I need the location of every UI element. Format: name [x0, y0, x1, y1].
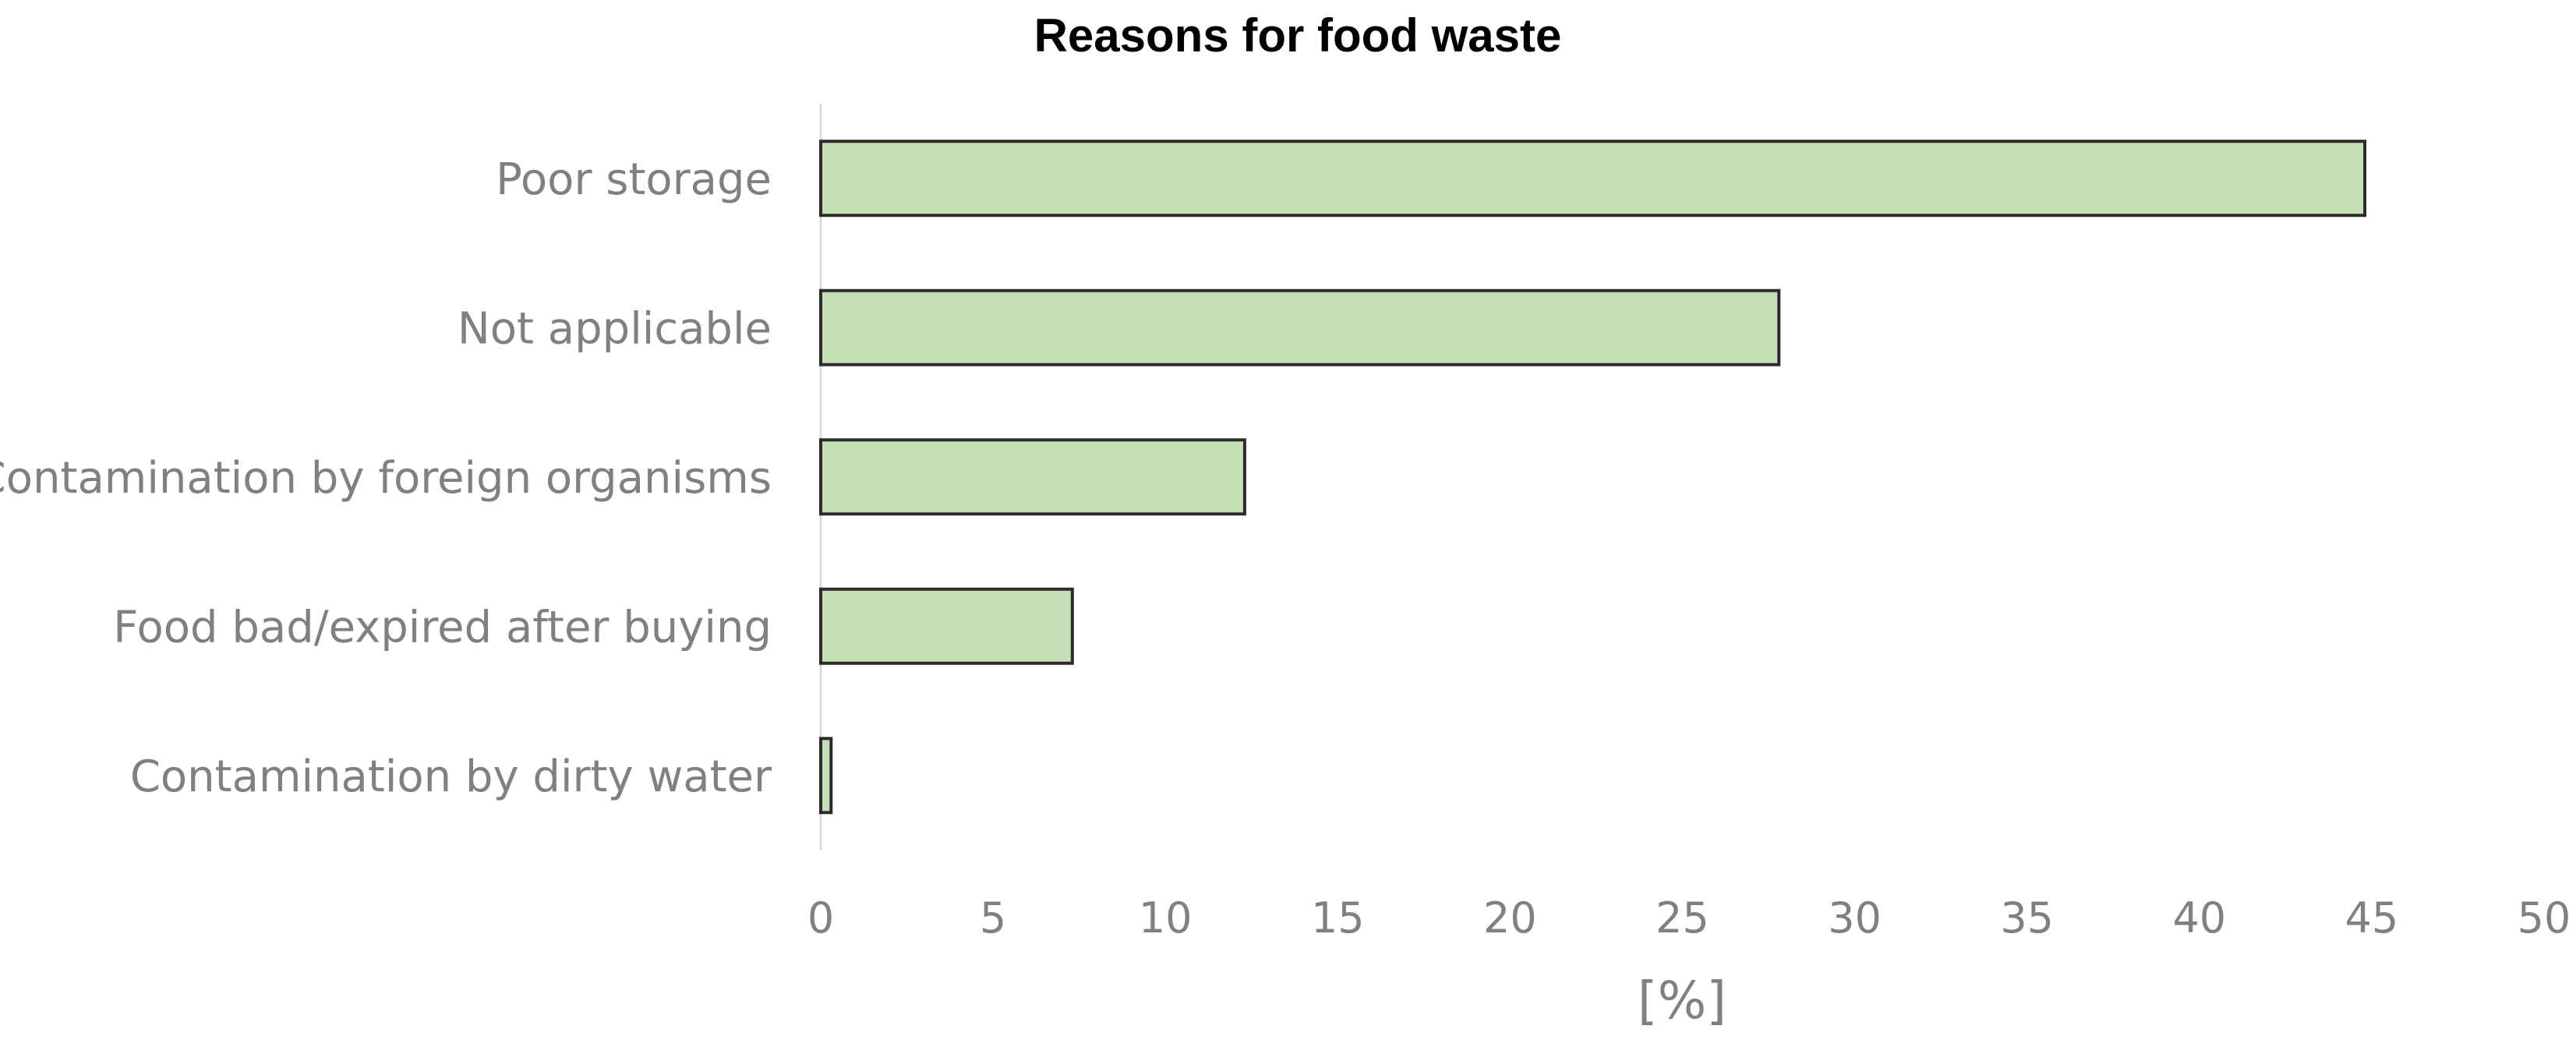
- bar-3: [819, 438, 1246, 516]
- category-label: Poor storage: [496, 154, 772, 205]
- x-tick-label: 15: [1311, 893, 1365, 943]
- bars-group: [819, 140, 2367, 815]
- category-label: Food bad/expired after buying: [113, 602, 772, 653]
- category-label: Contamination by dirty water: [130, 752, 772, 802]
- bar-5: [819, 737, 833, 815]
- x-tick-label: 45: [2345, 893, 2399, 943]
- x-tick-label: 25: [1655, 893, 1709, 943]
- category-label: Contamination by foreign organisms: [0, 453, 772, 504]
- x-tick-labels: 0 5 10 15 20 25 30 35 40 45 50: [807, 893, 2571, 943]
- x-tick-label: 35: [2000, 893, 2054, 943]
- x-tick-label: 50: [2518, 893, 2571, 943]
- category-labels: Poor storage Not applicable Contamination …: [0, 154, 772, 802]
- chart-title: Reasons for food waste: [1034, 9, 1562, 62]
- x-tick-label: 0: [807, 893, 834, 943]
- x-tick-label: 20: [1483, 893, 1537, 943]
- x-axis-title: [%]: [1638, 971, 1726, 1031]
- bar-2: [819, 288, 1781, 366]
- x-tick-label: 30: [1828, 893, 1882, 943]
- bar-4: [819, 587, 1074, 665]
- category-label: Not applicable: [458, 303, 772, 354]
- x-tick-label: 5: [980, 893, 1006, 943]
- x-tick-label: 40: [2172, 893, 2226, 943]
- bar-1: [819, 140, 2367, 218]
- x-tick-label: 10: [1139, 893, 1193, 943]
